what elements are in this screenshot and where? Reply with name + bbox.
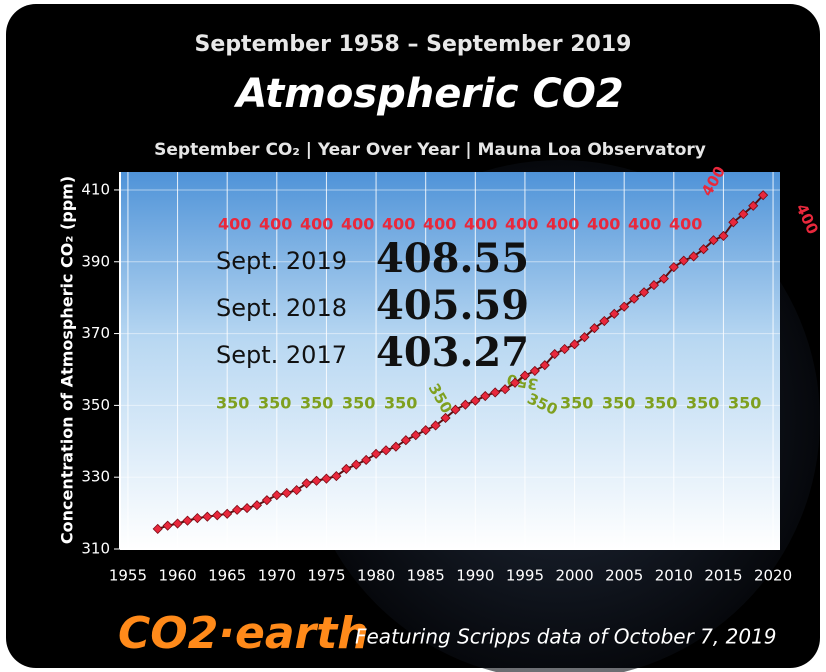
x-tick-label: 2005 [605,567,643,585]
value-label: 405.59 [376,282,529,329]
x-tick-label: 2000 [555,567,593,585]
threshold-label: 400 [423,215,456,234]
x-tick-label: 1965 [208,567,246,585]
threshold-label: 400 [669,215,702,234]
threshold-label: 400 [259,215,292,234]
subtitle: September CO₂ | Year Over Year | Mauna L… [154,140,706,160]
threshold-label: 350 [216,394,249,413]
y-tick-label: 370 [81,324,110,342]
x-tick-label: 1985 [407,567,445,585]
annotation: Sept. 2017 [216,341,347,369]
threshold-label: 350 [384,394,417,413]
y-tick-label: 390 [81,252,110,270]
x-tick-label: 2015 [704,567,742,585]
logo: CO2·earth [118,608,369,659]
x-tick-label: 1980 [357,567,395,585]
threshold-label: 400 [587,215,620,234]
chart-title: Atmospheric CO2 [233,71,623,117]
threshold-label: 350 [300,394,333,413]
value-label: 403.27 [376,329,529,376]
x-tick-label: 1960 [158,567,196,585]
x-tick-label: 1990 [456,567,494,585]
threshold-label: 350 [644,394,677,413]
y-tick-label: 310 [81,540,110,558]
threshold-label: 350 [560,394,593,413]
x-tick-label: 2010 [655,567,693,585]
threshold-label: 400 [546,215,579,234]
y-tick-label: 330 [81,468,110,486]
threshold-label: 350 [728,394,761,413]
threshold-label: 400 [382,215,415,234]
x-tick-label: 1975 [307,567,345,585]
threshold-label: 350 [342,394,375,413]
threshold-label: 400 [218,215,251,234]
annotation: Sept. 2019 [216,247,347,275]
x-tick-label: 1995 [506,567,544,585]
threshold-label: 350 [602,394,635,413]
threshold-label: 400 [628,215,661,234]
y-axis-label: Concentration of Atmospheric CO₂ (ppm) [58,176,77,544]
chart: 310 330 350 370 390 410 1955 1960 1965 1970 1975 19… [0,0,826,672]
threshold-label: 400 [341,215,374,234]
threshold-label: 400 [464,215,497,234]
x-tick-label: 2020 [754,567,792,585]
annotation: Sept. 2018 [216,294,347,322]
value-label: 408.55 [376,235,529,282]
y-tick-label: 350 [81,396,110,414]
threshold-label: 400 [300,215,333,234]
supertitle: September 1958 – September 2019 [195,32,632,57]
threshold-label: 350 [258,394,291,413]
threshold-label: 400 [505,215,538,234]
y-tick-label: 410 [81,180,110,198]
x-tick-label: 1955 [109,567,147,585]
x-tick-label: 1970 [258,567,296,585]
footer: Featuring Scripps data of October 7, 201… [355,625,777,649]
threshold-label: 350 [686,394,719,413]
